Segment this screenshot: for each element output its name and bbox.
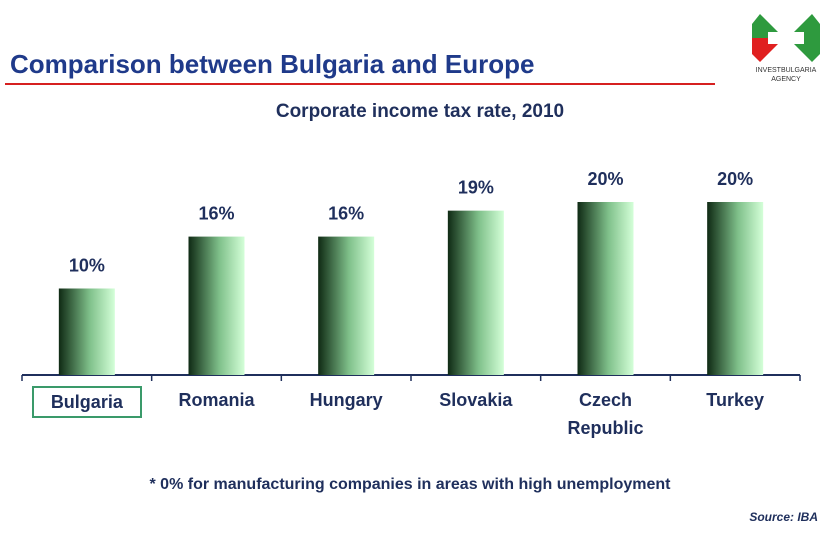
- bar: [318, 236, 375, 375]
- bar: [447, 210, 504, 375]
- slide-title: Comparison between Bulgaria and Europe: [10, 49, 534, 79]
- data-label: 20%: [717, 169, 753, 189]
- bar: [577, 202, 634, 375]
- bar: [58, 288, 115, 375]
- x-tick-label: Bulgaria: [31, 386, 142, 418]
- logo-text: INVESTBULGARIA: [756, 67, 817, 74]
- data-label: 16%: [198, 203, 234, 223]
- x-tick-label: Hungary: [309, 390, 383, 410]
- source: Source: IBA: [749, 510, 818, 524]
- x-tick-label: Turkey: [706, 390, 764, 410]
- x-tick-label: Romania: [178, 390, 255, 410]
- logo-text: AGENCY: [771, 76, 801, 83]
- logo: [752, 14, 820, 62]
- footnote: * 0% for manufacturing companies in area…: [150, 476, 672, 493]
- x-tick-label: Czech Republic: [567, 390, 644, 438]
- bar: [188, 236, 245, 375]
- data-label: 16%: [328, 203, 364, 223]
- x-tick-label: Slovakia: [439, 390, 513, 410]
- bar: [707, 202, 764, 375]
- chart-title: Corporate income tax rate, 2010: [276, 101, 564, 122]
- data-label: 20%: [587, 169, 623, 189]
- data-label: 19%: [458, 177, 494, 197]
- data-label: 10%: [69, 255, 105, 275]
